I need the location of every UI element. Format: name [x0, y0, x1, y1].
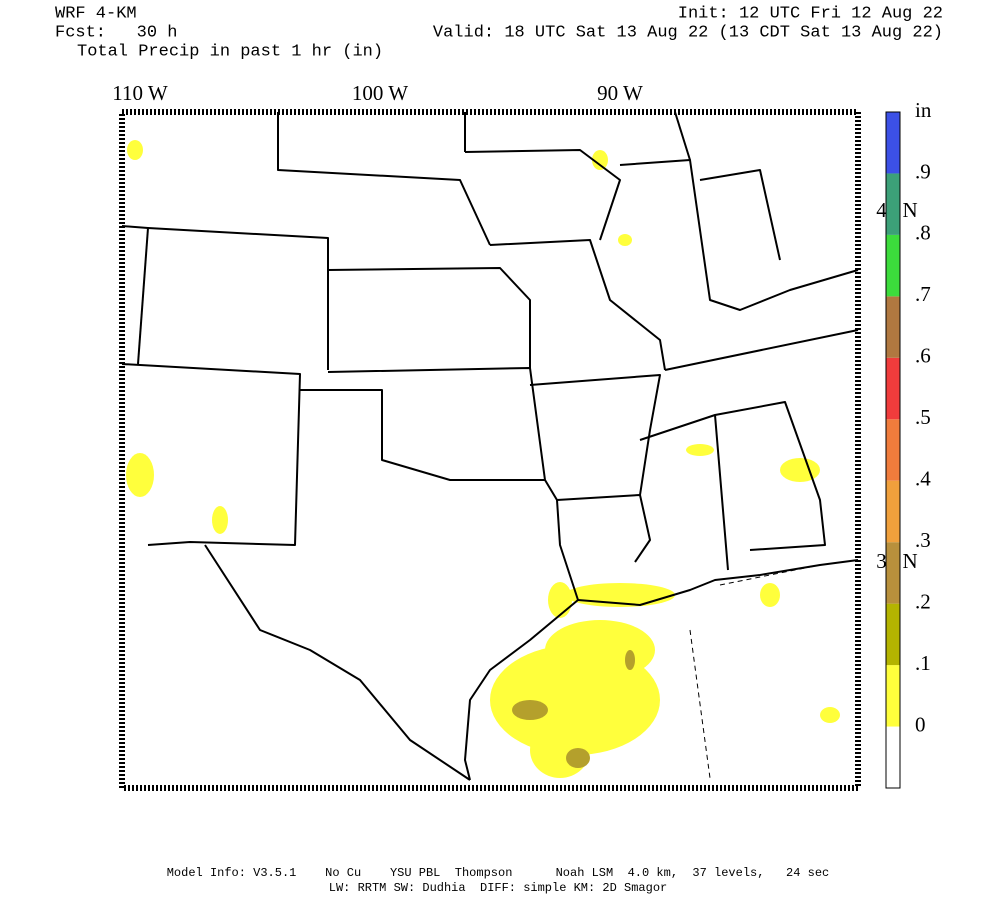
colorbar-label: .5: [915, 405, 931, 429]
model-name: WRF 4-KM: [55, 4, 137, 23]
colorbar-label: .8: [915, 221, 931, 245]
forecast-hour: Fcst: 30 h: [55, 23, 177, 42]
state-borders: [121, 111, 859, 781]
valid-time: Valid: 18 UTC Sat 13 Aug 22 (13 CDT Sat …: [433, 23, 943, 42]
lon-label: 110 W: [112, 81, 168, 105]
colorbar-segment: [886, 603, 900, 666]
colorbar-segment: [886, 112, 900, 174]
colorbar-label: .4: [915, 467, 931, 491]
colorbar-segment: [886, 173, 900, 235]
field-name: Total Precip in past 1 hr (in): [77, 42, 383, 61]
lon-label: 100 W: [352, 81, 408, 105]
precip: [126, 140, 840, 778]
colorbar-unit: in: [915, 98, 932, 122]
colorbar-segment: [886, 665, 900, 727]
colorbar-frame: [885, 111, 901, 789]
colorbar-segment: [886, 480, 900, 543]
map: [119, 109, 861, 791]
colorbar-label: .9: [915, 159, 931, 183]
colorbar-label: 0: [915, 712, 926, 736]
colorbar-label: .3: [915, 528, 931, 552]
colorbar-label: .2: [915, 589, 931, 613]
colorbar-segment: [886, 419, 900, 481]
colorbar-segment: [886, 296, 900, 358]
colorbar-label: .1: [915, 651, 931, 675]
colorbar-segment: [886, 542, 900, 604]
init-time: Init: 12 UTC Fri 12 Aug 22: [678, 4, 943, 23]
lon-label: 90 W: [597, 81, 643, 105]
model-info: Model Info: V3.5.1 No Cu YSU PBL Thompso…: [167, 866, 830, 880]
colorbar-segment: [886, 357, 900, 420]
colorbar-segment: [886, 234, 900, 297]
colorbar-segment: [886, 726, 900, 788]
colorbar-label: .6: [915, 344, 931, 368]
physics-info: LW: RRTM SW: Dudhia DIFF: simple KM: 2D …: [329, 881, 667, 895]
colorbar-label: .7: [915, 282, 931, 306]
